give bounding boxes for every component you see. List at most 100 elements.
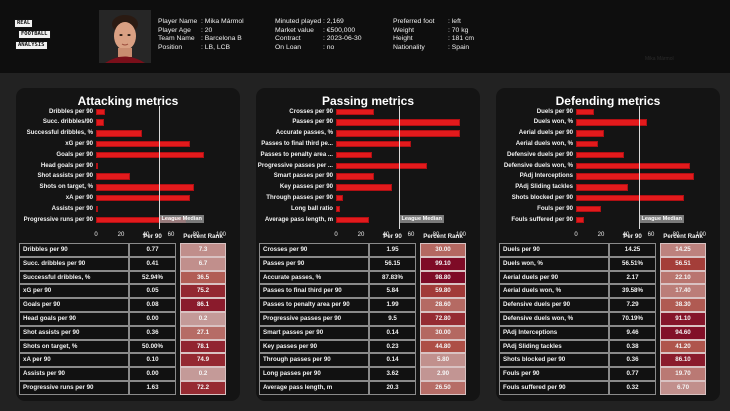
player-info-contract: Minuted played: 2,169 Market value: €500,… <box>275 18 362 52</box>
table-row: Shot assists per 90 0.36 <box>19 325 176 340</box>
table-row: Assists per 90 0.00 <box>19 367 176 381</box>
x-tick-label: 60 <box>167 231 175 238</box>
info-row: Preferred foot: left <box>393 18 474 27</box>
chart-category-label: Shot assists per 90 <box>37 172 93 180</box>
table-row: Through passes per 90 0.14 <box>259 353 416 368</box>
chart-bar <box>576 130 604 137</box>
table-row: Aerial duels won, % 39.58% <box>499 284 656 299</box>
chart-category-label: Defensive duels won, % <box>503 161 573 169</box>
info-row: On Loan: no <box>275 44 362 53</box>
per90-value: 0.00 <box>129 312 176 326</box>
percent-rank-cell: 78.1 <box>180 339 226 354</box>
percent-rank-cell: 99.10 <box>420 256 466 271</box>
chart-bar <box>96 119 105 126</box>
chart-category-label: xG per 90 <box>65 139 93 147</box>
percent-rank-cell: 2.90 <box>420 367 466 381</box>
player-info-basic: Player Name: Mika Mármol Player Age: 20 Te… <box>158 18 244 52</box>
chart-category-label: Duels per 90 <box>536 107 573 115</box>
chart-category-label: Shots on target, % <box>39 183 94 191</box>
metric-name: Aerial duels won, % <box>499 284 609 299</box>
x-tick-label: 40 <box>382 231 390 238</box>
panel-title: Attacking metrics <box>77 94 179 108</box>
metric-name: Fouls per 90 <box>499 367 609 381</box>
percent-rank-cell: 41.20 <box>660 339 706 354</box>
info-label: Team Name <box>158 35 195 43</box>
metric-name: Accurate passes, % <box>259 270 369 285</box>
chart-category-label: Goals per 90 <box>56 150 93 158</box>
table-row: Head goals per 90 0.00 <box>19 312 176 326</box>
per90-value: 56.15 <box>369 256 416 271</box>
metric-name: xG per 90 <box>19 284 129 299</box>
info-value: : no <box>323 43 335 51</box>
per90-value: 52.94% <box>129 270 176 285</box>
metric-name: Duels per 90 <box>499 243 609 257</box>
logo-line: FOOTBALL <box>18 30 51 39</box>
chart-category-label: Crosses per 90 <box>289 107 333 115</box>
chart-category-label: PAdj Sliding tackles <box>515 183 573 191</box>
chart-category-label: Shots blocked per 90 <box>511 193 573 201</box>
chart-category-label: Progressive passes per ... <box>257 161 333 169</box>
chart-bar <box>576 162 690 169</box>
info-row: Player Age: 20 <box>158 27 244 36</box>
league-median-label: League Median <box>639 215 684 223</box>
panel-title: Defending metrics <box>555 94 661 108</box>
chart-bar <box>96 194 190 202</box>
passing-metrics-panel: Passing metrics Crosses per 90 Passes per… <box>256 88 480 401</box>
x-tick-label: 60 <box>647 231 655 238</box>
percent-rank-cell: 44.80 <box>420 339 466 354</box>
chart-category-label: Fouls suffered per 90 <box>511 215 573 223</box>
metric-name: Progressive passes per 90 <box>259 312 369 326</box>
metric-name: Passes to final third per 90 <box>259 284 369 299</box>
percent-rank-cell: 6.7 <box>180 256 226 271</box>
league-median-line <box>638 106 640 229</box>
table-row: Long passes per 90 3.62 <box>259 367 416 381</box>
percent-rank-cell: 56.51 <box>660 256 706 271</box>
per90-value: 0.10 <box>129 353 176 368</box>
percent-rank-cell: 14.25 <box>660 243 706 257</box>
percent-rank-cell: 0.2 <box>180 367 226 381</box>
defending-metrics-panel: Defending metrics Duels per 90 Duels won,… <box>496 88 720 401</box>
x-tick-label: 20 <box>597 231 605 238</box>
per90-value: 1.95 <box>369 243 416 257</box>
percent-rank-cell: 30.00 <box>420 325 466 340</box>
chart-bar <box>336 140 411 148</box>
chart-bar <box>336 194 344 202</box>
chart-bar <box>96 184 194 191</box>
percent-rank-cell: 86.1 <box>180 298 226 312</box>
x-tick-label: 60 <box>407 231 415 238</box>
table-row: Shots on target, % 50.00% <box>19 339 176 354</box>
metric-name: Passes per 90 <box>259 256 369 271</box>
table-row: Defensive duels per 90 7.29 <box>499 298 656 312</box>
info-row: Player Name: Mika Mármol <box>158 18 244 27</box>
per90-value: 56.51% <box>609 256 656 271</box>
chart-category-label: Fouls per 90 <box>537 204 573 212</box>
per90-value: 9.46 <box>609 325 656 340</box>
watermark-text: Mika Mármol <box>645 56 674 62</box>
per90-value: 7.29 <box>609 298 656 312</box>
table-row: PAdj Interceptions 9.46 <box>499 325 656 340</box>
metric-name: xA per 90 <box>19 353 129 368</box>
info-value: : left <box>448 18 461 25</box>
percent-rank-cell: 30.00 <box>420 243 466 257</box>
table-row: Dribbles per 90 0.77 <box>19 243 176 257</box>
per90-value: 1.63 <box>129 381 176 395</box>
percent-rank-cell: 27.1 <box>180 325 226 340</box>
metric-name: Assists per 90 <box>19 367 129 381</box>
info-label: Weight <box>393 26 415 34</box>
chart-category-label: Head goals per 90 <box>40 161 93 169</box>
info-value: : 20 <box>201 26 213 34</box>
info-label: Position <box>158 43 183 51</box>
chart-category-label: Succ. dribbles/90 <box>42 118 93 126</box>
chart-category-label: Progressive runs per 90 <box>23 215 93 223</box>
info-value: : LB, LCB <box>201 43 231 51</box>
percent-rank-cell: 86.10 <box>660 353 706 368</box>
metric-name: Duels won, % <box>499 256 609 271</box>
info-label: Nationality <box>393 43 425 51</box>
per90-value: 0.08 <box>129 298 176 312</box>
percent-rank-cell: 22.10 <box>660 270 706 285</box>
chart-bar <box>576 184 628 191</box>
info-row: Height: 181 cm <box>393 35 474 44</box>
info-row: Contract: 2023-06-30 <box>275 35 362 44</box>
logo-icon: REAL FOOTBALL ANALYSIS <box>12 19 51 53</box>
percent-rank-cell: 28.60 <box>420 298 466 312</box>
